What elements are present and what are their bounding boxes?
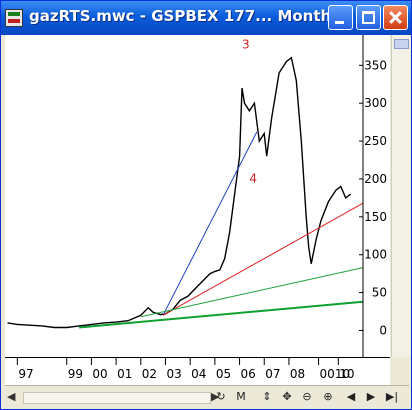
x-tick-label: 01 [117,367,132,381]
x-tick-label: 0010 [320,367,351,381]
price-chart[interactable]: 350 300 250 200 150 100 50 0 3 4 [5,35,390,357]
y-tick-label: 350 [364,58,387,72]
next-icon[interactable]: ▶ [366,390,376,403]
vertical-scrollbar[interactable] [391,35,410,357]
move-icon[interactable]: ✥ [282,390,292,403]
scroll-left-icon[interactable]: ◀ [7,390,16,403]
y-tick-label: 300 [364,96,387,110]
scroll-right-icon[interactable]: ▶ [211,390,220,403]
title-bar[interactable]: gazRTS.mwc - GSPBEX 177... Monthly [1,1,411,35]
y-tick-label: 200 [364,172,387,186]
time-axis: 97 99 00 01 02 03 04 05 06 07 08 0010 10 [5,357,390,386]
y-tick-label: 0 [379,323,387,337]
trendline-3 [140,267,364,318]
trendline-2 [162,202,364,316]
x-tick-label: 03 [166,367,181,381]
x-tick-label: 99 [68,367,83,381]
y-tick-label: 100 [364,248,387,262]
x-tick-label: 04 [191,367,206,381]
trendline-4 [79,300,364,329]
updown-icon[interactable]: ⇕ [262,390,272,403]
chart-annotation: 4 [249,172,257,186]
bottom-toolbar: ◀ ▶ ↻ M ⇕ ✥ ⊖ ⊕ ◀ ▶ ▶| [5,385,409,408]
mode-button[interactable]: M [236,390,246,403]
price-series-line [7,56,352,329]
prev-icon[interactable]: ◀ [346,390,356,403]
refresh-icon[interactable]: ↻ [216,390,226,403]
y-tick-label: 250 [364,134,387,148]
window-title: gazRTS.mwc - GSPBEX 177... Monthly [29,7,347,25]
y-tick-label: 150 [364,210,387,224]
x-tick-label: 00 [92,367,107,381]
x-tick-label: 07 [265,367,280,381]
chart-app-icon[interactable] [5,9,23,27]
chart-canvas[interactable]: 350 300 250 200 150 100 50 0 3 4 [5,35,390,357]
vertical-scroll-thumb[interactable] [394,39,409,49]
end-icon[interactable]: ▶| [385,390,399,403]
horizontal-scrollbar[interactable] [23,392,211,404]
x-tick-label: 06 [241,367,256,381]
x-tick-label: 97 [18,367,33,381]
x-tick-label: 02 [142,367,157,381]
zoom-out-icon[interactable]: ⊖ [302,390,312,403]
x-tick-label: 05 [216,367,231,381]
maximize-button[interactable] [356,5,381,30]
chart-annotation: 3 [242,38,250,52]
x-tick-label: 10 [339,367,354,381]
close-button[interactable] [383,5,408,30]
minimize-button[interactable] [328,5,353,30]
zoom-in-icon[interactable]: ⊕ [323,390,333,403]
x-tick-label: 08 [290,367,305,381]
trendline-1 [162,131,258,316]
y-tick-label: 50 [372,286,387,300]
